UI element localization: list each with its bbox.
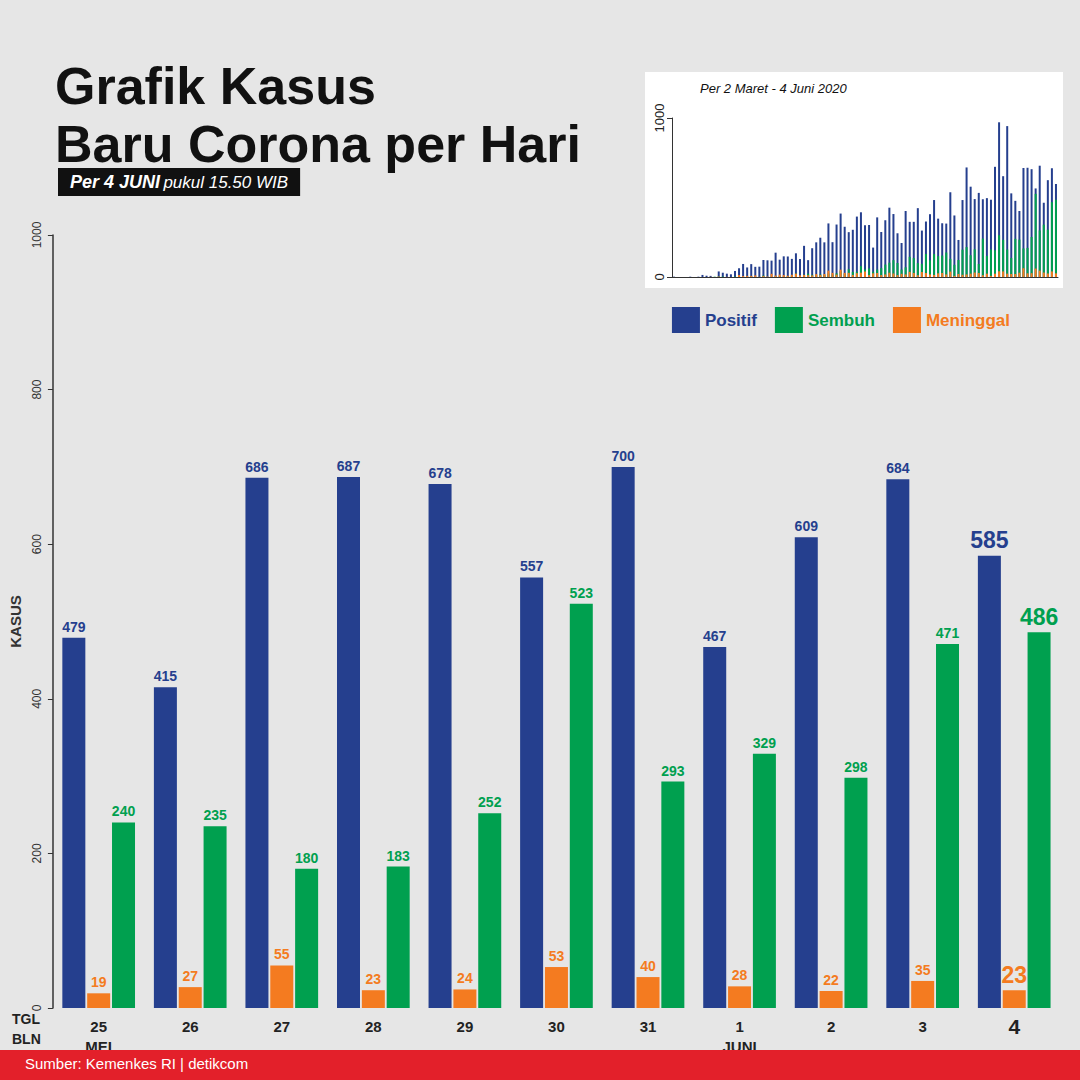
- svg-text:pukul 15.50 WIB: pukul 15.50 WIB: [162, 173, 288, 192]
- svg-text:557: 557: [520, 558, 544, 574]
- svg-text:28: 28: [365, 1018, 382, 1035]
- svg-text:29: 29: [457, 1018, 474, 1035]
- svg-text:53: 53: [549, 948, 565, 964]
- svg-text:40: 40: [640, 958, 656, 974]
- svg-text:471: 471: [936, 625, 960, 641]
- svg-text:252: 252: [478, 794, 502, 810]
- svg-text:0: 0: [652, 273, 667, 280]
- svg-text:JUNI: JUNI: [722, 1037, 757, 1055]
- svg-text:22: 22: [823, 972, 839, 988]
- svg-text:200: 200: [30, 843, 44, 863]
- svg-text:Per 2 Maret - 4 Juni 2020: Per 2 Maret - 4 Juni 2020: [700, 81, 847, 96]
- svg-text:KASUS: KASUS: [7, 595, 24, 648]
- svg-text:415: 415: [154, 668, 178, 684]
- svg-text:1000: 1000: [652, 104, 667, 133]
- svg-text:400: 400: [30, 688, 44, 708]
- svg-text:23: 23: [366, 971, 382, 987]
- svg-text:19: 19: [91, 974, 107, 990]
- svg-text:235: 235: [203, 807, 227, 823]
- svg-text:55: 55: [274, 946, 290, 962]
- svg-text:27: 27: [182, 968, 198, 984]
- svg-text:609: 609: [795, 518, 819, 534]
- svg-text:183: 183: [387, 848, 411, 864]
- svg-text:240: 240: [112, 803, 136, 819]
- svg-text:Baru Corona per Hari: Baru Corona per Hari: [55, 115, 581, 173]
- svg-text:700: 700: [611, 448, 635, 464]
- svg-text:585: 585: [970, 527, 1009, 553]
- svg-text:600: 600: [30, 534, 44, 554]
- svg-text:523: 523: [570, 585, 594, 601]
- svg-text:293: 293: [661, 763, 685, 779]
- svg-text:24: 24: [457, 970, 473, 986]
- svg-text:486: 486: [1020, 604, 1058, 630]
- svg-text:Grafik Kasus: Grafik Kasus: [55, 57, 376, 115]
- svg-text:30: 30: [548, 1018, 565, 1035]
- svg-text:TGL: TGL: [12, 1011, 40, 1027]
- svg-text:329: 329: [753, 735, 777, 751]
- svg-text:3: 3: [918, 1018, 926, 1035]
- svg-text:1000: 1000: [30, 221, 44, 248]
- svg-text:2: 2: [827, 1018, 835, 1035]
- svg-text:31: 31: [640, 1018, 657, 1035]
- svg-text:MEI: MEI: [85, 1037, 112, 1055]
- svg-text:800: 800: [30, 379, 44, 399]
- svg-text:25: 25: [90, 1018, 107, 1035]
- svg-text:BLN: BLN: [12, 1031, 41, 1047]
- svg-text:27: 27: [273, 1018, 290, 1035]
- svg-text:0: 0: [29, 1004, 44, 1012]
- svg-text:Meninggal: Meninggal: [926, 311, 1010, 330]
- svg-text:Sembuh: Sembuh: [808, 311, 875, 330]
- svg-text:23: 23: [1001, 962, 1027, 988]
- svg-text:35: 35: [915, 962, 931, 978]
- svg-text:26: 26: [182, 1018, 199, 1035]
- svg-text:Positif: Positif: [705, 311, 757, 330]
- svg-text:467: 467: [703, 628, 727, 644]
- svg-text:684: 684: [886, 460, 910, 476]
- svg-text:28: 28: [732, 967, 748, 983]
- svg-text:Per 4 JUNI: Per 4 JUNI: [70, 172, 161, 192]
- svg-text:678: 678: [428, 465, 452, 481]
- svg-text:686: 686: [245, 459, 269, 475]
- svg-text:298: 298: [844, 759, 868, 775]
- svg-text:479: 479: [62, 619, 86, 635]
- svg-text:180: 180: [295, 850, 319, 866]
- svg-text:1: 1: [735, 1018, 743, 1035]
- svg-text:4: 4: [1008, 1015, 1020, 1038]
- svg-text:687: 687: [337, 458, 361, 474]
- svg-text:Sumber: Kemenkes RI | detikcom: Sumber: Kemenkes RI | detikcom: [25, 1055, 248, 1072]
